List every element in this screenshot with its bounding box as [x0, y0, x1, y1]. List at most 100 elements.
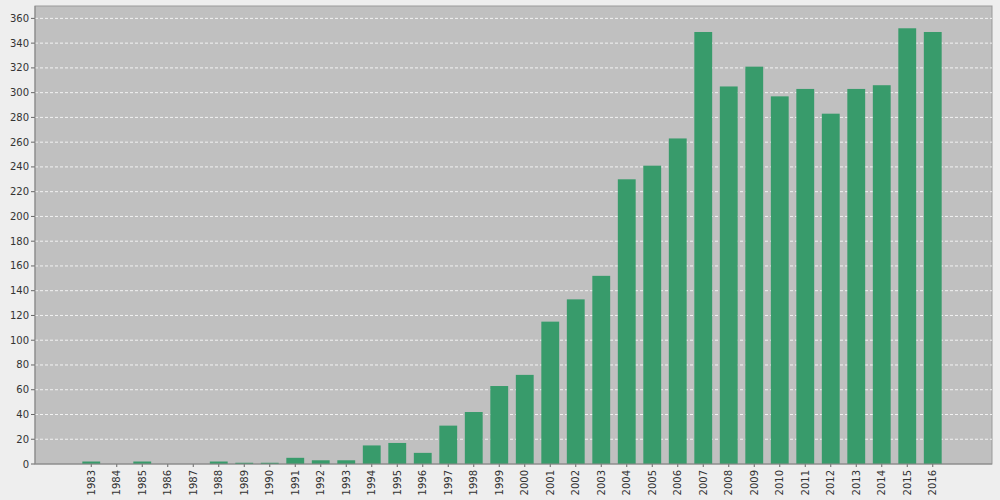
y-tick-label: 60	[16, 384, 29, 395]
y-tick-label: 280	[10, 112, 29, 123]
plot-area	[35, 6, 992, 464]
y-tick	[31, 191, 35, 192]
y-tick	[31, 142, 35, 143]
grid-line	[35, 18, 992, 19]
y-tick-label: 180	[10, 236, 29, 247]
x-tick-label: 1992	[315, 470, 326, 495]
y-tick-label: 360	[10, 13, 29, 24]
bar	[643, 166, 661, 464]
y-tick-label: 120	[10, 310, 29, 321]
y-tick-label: 320	[10, 62, 29, 73]
y-tick-label: 340	[10, 38, 29, 49]
bar	[618, 179, 636, 464]
x-tick-label: 2004	[621, 470, 632, 495]
y-tick	[31, 290, 35, 291]
y-tick	[31, 315, 35, 316]
y-tick	[31, 364, 35, 365]
y-tick-label: 20	[16, 434, 29, 445]
x-tick-label: 1986	[162, 470, 173, 495]
bar	[516, 375, 534, 464]
x-tick-label: 1994	[366, 470, 377, 495]
y-tick-label: 40	[16, 409, 29, 420]
x-tick-label: 1993	[341, 470, 352, 495]
x-tick-label: 2008	[723, 470, 734, 495]
y-tick	[31, 439, 35, 440]
y-tick	[31, 265, 35, 266]
y-tick	[31, 18, 35, 19]
y-tick	[31, 216, 35, 217]
x-tick-label: 2010	[774, 470, 785, 495]
bar	[388, 443, 406, 464]
y-tick	[31, 117, 35, 118]
y-tick	[31, 414, 35, 415]
x-tick-label: 2016	[927, 470, 938, 495]
y-tick-label: 240	[10, 161, 29, 172]
bar	[567, 299, 585, 464]
x-tick-label: 1987	[188, 470, 199, 495]
x-tick-label: 1983	[86, 470, 97, 495]
x-tick-label: 2013	[851, 470, 862, 495]
y-tick	[31, 92, 35, 93]
bar	[337, 460, 355, 464]
bar	[541, 322, 559, 464]
bar	[286, 458, 304, 464]
bar	[490, 386, 508, 464]
x-tick-label: 1997	[443, 470, 454, 495]
bar	[363, 445, 381, 464]
y-tick	[31, 166, 35, 167]
x-tick-label: 1990	[264, 470, 275, 495]
x-tick-label: 1988	[213, 470, 224, 495]
x-tick-label: 2003	[596, 470, 607, 495]
bar	[465, 412, 483, 464]
bar	[898, 28, 916, 464]
grid-line	[35, 43, 992, 44]
y-tick	[31, 67, 35, 68]
y-tick-label: 220	[10, 186, 29, 197]
x-tick-label: 2006	[672, 470, 683, 495]
x-tick-label: 2011	[800, 470, 811, 495]
bar	[796, 89, 814, 464]
x-tick-label: 1995	[392, 470, 403, 495]
bar	[924, 32, 942, 464]
x-tick-label: 1999	[494, 470, 505, 495]
bar	[822, 114, 840, 464]
bar	[592, 276, 610, 464]
y-tick-label: 0	[23, 459, 29, 470]
grid-line	[35, 67, 992, 68]
y-tick-label: 160	[10, 260, 29, 271]
x-tick-label: 2014	[876, 470, 887, 495]
y-tick	[31, 464, 35, 465]
y-tick	[31, 340, 35, 341]
x-tick-label: 1998	[468, 470, 479, 495]
x-tick-label: 2005	[647, 470, 658, 495]
bar	[745, 67, 763, 464]
y-axis	[35, 6, 36, 464]
x-tick-label: 1989	[239, 470, 250, 495]
bar	[694, 32, 712, 464]
x-tick-label: 2000	[519, 470, 530, 495]
bar	[771, 96, 789, 464]
bar	[847, 89, 865, 464]
y-tick-label: 200	[10, 211, 29, 222]
x-tick-label: 1984	[111, 470, 122, 495]
bar	[414, 453, 432, 464]
x-tick-label: 1996	[417, 470, 428, 495]
bar	[312, 460, 330, 464]
x-tick-label: 2001	[545, 470, 556, 495]
x-tick-label: 1991	[290, 470, 301, 495]
y-tick	[31, 389, 35, 390]
x-axis	[35, 464, 992, 465]
bar	[720, 86, 738, 464]
y-tick-label: 140	[10, 285, 29, 296]
bar	[439, 426, 457, 464]
bar	[669, 138, 687, 464]
x-tick-label: 2002	[570, 470, 581, 495]
y-tick-label: 80	[16, 359, 29, 370]
bars	[82, 28, 941, 464]
y-tick-label: 100	[10, 335, 29, 346]
chart: 0204060801001201401601802002202402602803…	[0, 0, 1000, 500]
x-tick-label: 1985	[137, 470, 148, 495]
y-tick	[31, 43, 35, 44]
x-tick-label: 2012	[825, 470, 836, 495]
x-tick-label: 2015	[902, 470, 913, 495]
